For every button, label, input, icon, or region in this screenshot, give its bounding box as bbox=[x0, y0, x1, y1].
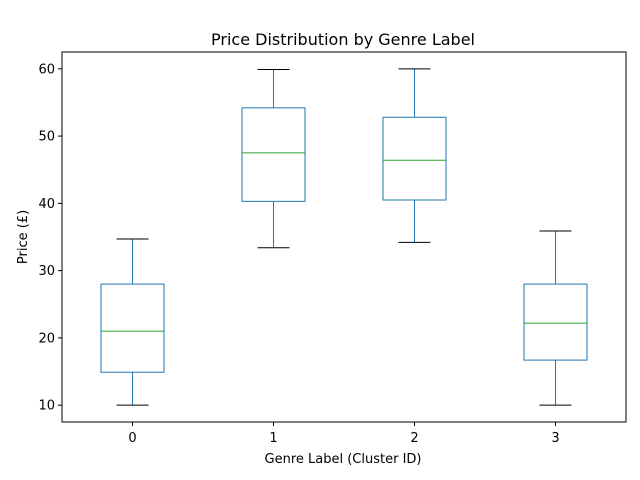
box-0 bbox=[100, 238, 165, 406]
x-axis-label: Genre Label (Cluster ID) bbox=[265, 452, 422, 467]
box-2 bbox=[382, 68, 447, 243]
plot-area-frame bbox=[61, 51, 627, 423]
y-tick-label: 20 bbox=[38, 331, 55, 346]
iqr-box bbox=[100, 283, 165, 373]
chart-title: Price Distribution by Genre Label bbox=[211, 30, 475, 49]
x-tick-label: 1 bbox=[269, 431, 277, 446]
x-axis: 0 1 2 3 bbox=[128, 422, 560, 446]
y-tick-label: 30 bbox=[38, 264, 55, 279]
box-3 bbox=[523, 230, 588, 406]
iqr-box bbox=[523, 283, 588, 361]
y-tick-label: 50 bbox=[38, 130, 55, 145]
y-tick-label: 40 bbox=[38, 197, 55, 212]
box-series bbox=[100, 68, 588, 406]
x-tick-label: 3 bbox=[551, 431, 559, 446]
x-tick-label: 0 bbox=[128, 431, 136, 446]
y-axis: 10 20 30 40 50 60 bbox=[38, 62, 62, 414]
y-axis-label: Price (£) bbox=[16, 210, 31, 264]
iqr-box bbox=[241, 107, 306, 202]
y-tick-label: 60 bbox=[38, 62, 55, 77]
x-tick-label: 2 bbox=[410, 431, 418, 446]
iqr-box bbox=[382, 116, 447, 201]
box-1 bbox=[241, 68, 306, 249]
y-tick-label: 10 bbox=[38, 399, 55, 414]
